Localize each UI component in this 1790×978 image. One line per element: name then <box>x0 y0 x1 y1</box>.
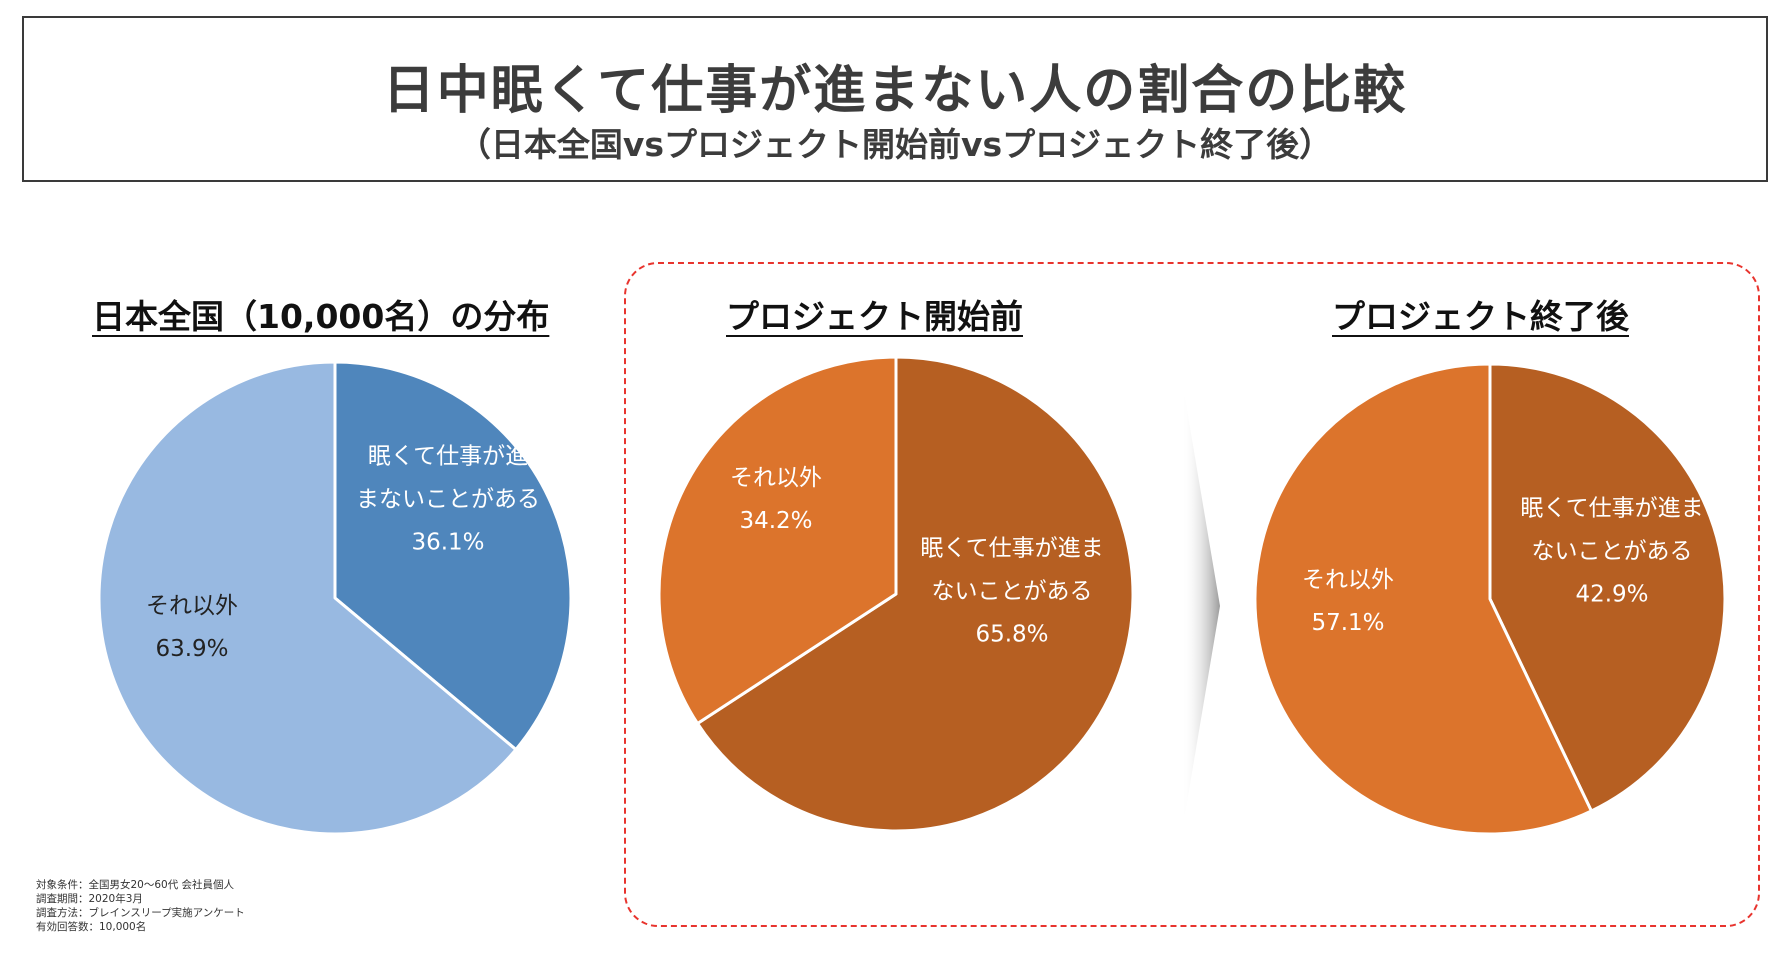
pie-data-label-value: 34.2% <box>739 508 812 534</box>
footnote-line: 調査方法：ブレインスリープ実施アンケート <box>36 907 245 919</box>
progress-arrow-icon <box>1182 380 1220 832</box>
footnote-line: 対象条件：全国男女20～60代 会社員個人 <box>36 879 235 891</box>
project-comparison-frame <box>624 262 1760 927</box>
pie-data-label-text: まないことがある <box>356 487 540 513</box>
pie-data-label-value: 36.1% <box>411 530 484 556</box>
pie-data-label-text: それ以外 <box>730 465 822 491</box>
pie-data-label-text: 眠くて仕事が進 <box>368 444 528 470</box>
chart-title-national: 日本全国（10,000名）の分布 <box>92 297 550 336</box>
pie-data-label-value: 65.8% <box>975 622 1048 648</box>
pie-data-label-value: 63.9% <box>155 636 228 662</box>
pie-slice-sleepy <box>1488 362 1727 813</box>
page-subtitle: （日本全国vsプロジェクト開始前vsプロジェクト終了後） <box>457 125 1333 164</box>
footnote-line: 有効回答数：10,000名 <box>36 921 147 933</box>
pie-slice-sleepy <box>696 355 1135 833</box>
page-title: 日中眠くて仕事が進まない人の割合の比較 <box>382 61 1408 121</box>
pie-data-label-text: ないことがある <box>1532 539 1693 565</box>
pie-slice-other <box>1253 362 1593 836</box>
pie-slice-other <box>97 360 518 836</box>
pie-data-label-text: それ以外 <box>1302 567 1394 593</box>
pie-data-label-value: 57.1% <box>1311 610 1384 636</box>
chart-title-before: プロジェクト開始前 <box>726 297 1023 336</box>
survey-footnote: 対象条件：全国男女20～60代 会社員個人 調査期間：2020年3月 調査方法：… <box>36 878 245 934</box>
pie-slice-other <box>657 355 898 725</box>
title-box: 日中眠くて仕事が進まない人の割合の比較 （日本全国vsプロジェクト開始前vsプロ… <box>22 16 1768 182</box>
pie-data-label-text: ないことがある <box>932 579 1093 605</box>
pie-data-label-text: 眠くて仕事が進ま <box>920 536 1103 562</box>
pie-data-label-text: 眠くて仕事が進ま <box>1520 496 1703 522</box>
pie-data-label-text: それ以外 <box>146 593 238 619</box>
chart-title-after: プロジェクト終了後 <box>1332 297 1629 336</box>
pie-slice-sleepy <box>333 360 573 752</box>
pie-data-label-value: 42.9% <box>1575 582 1648 608</box>
footnote-line: 調査期間：2020年3月 <box>36 893 143 905</box>
